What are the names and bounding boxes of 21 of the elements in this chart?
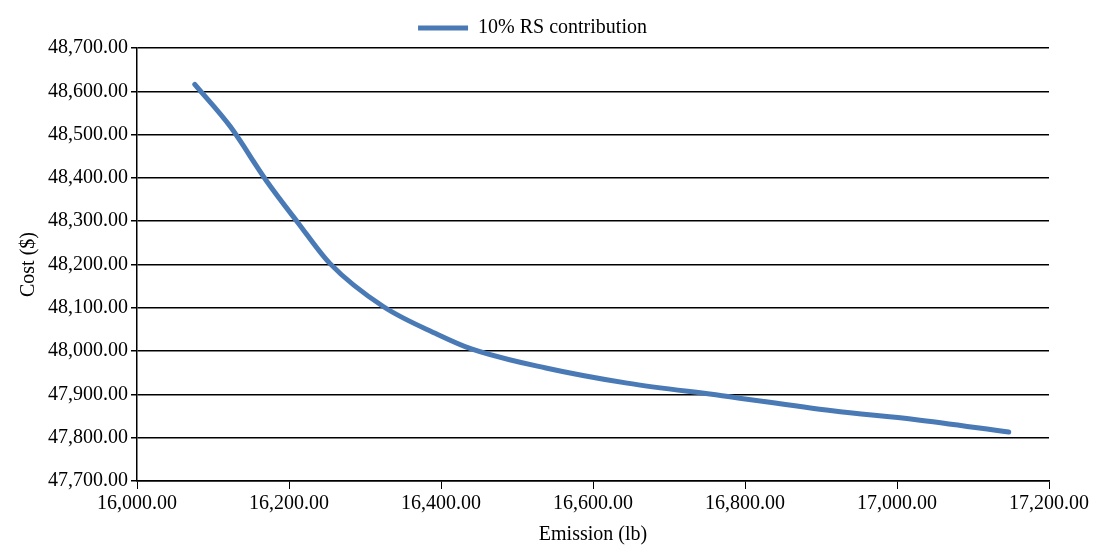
y-tick-label: 48,300.00 [48,208,128,231]
x-tick-label: 16,400.00 [401,491,481,514]
y-tick-label: 48,700.00 [48,35,128,58]
legend-label: 10% RS contribution [478,15,647,38]
x-tick-label: 16,000.00 [97,491,177,514]
y-tick-label: 47,900.00 [48,381,128,404]
y-tick-label: 48,100.00 [48,295,128,318]
x-tick-label: 16,600.00 [553,491,633,514]
y-tick-label: 47,700.00 [48,468,128,491]
y-tick-label: 48,000.00 [48,338,128,361]
y-tick-label: 48,500.00 [48,121,128,144]
x-tick-label: 16,800.00 [705,491,785,514]
y-tick-label: 47,800.00 [48,424,128,447]
y-axis-title: Cost ($) [16,232,40,297]
y-tick-label: 48,400.00 [48,165,128,188]
y-tick-label: 48,600.00 [48,78,128,101]
x-axis-title: Emission (lb) [538,522,648,546]
x-tick-label: 16,200.00 [249,491,329,514]
y-tick-label: 48,200.00 [48,251,128,274]
x-tick-label: 17,200.00 [1009,491,1089,514]
x-tick-label: 17,000.00 [857,491,937,514]
